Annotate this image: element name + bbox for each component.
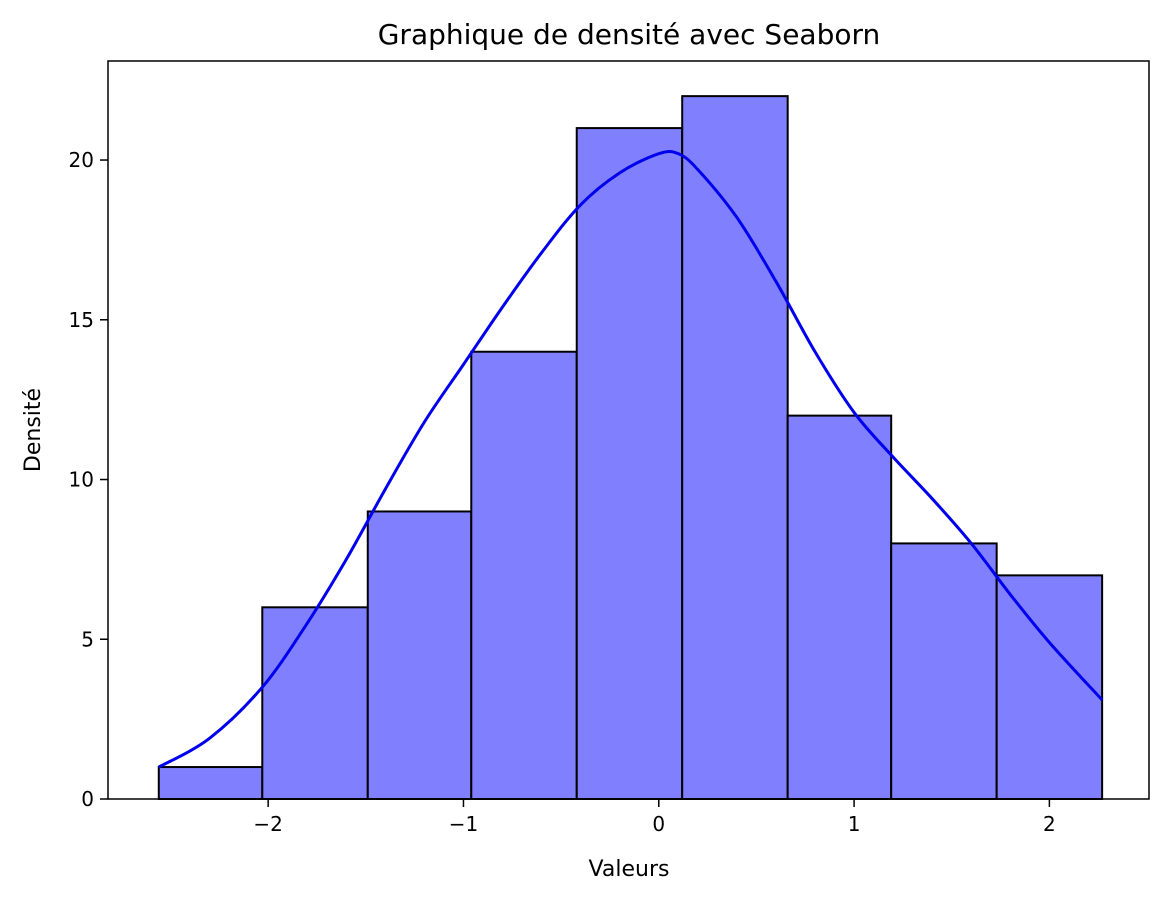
y-tick-label: 0	[81, 787, 94, 811]
histogram-bar-6	[786, 414, 893, 800]
histogram-bar-8	[995, 574, 1104, 801]
histogram-bar-1	[261, 606, 369, 801]
x-tick-label: 2	[1043, 812, 1056, 836]
chart-title: Graphique de densité avec Seaborn	[378, 18, 881, 51]
x-axis-label: Valeurs	[589, 857, 670, 882]
x-tick-label: −2	[253, 812, 282, 836]
histogram-bars	[157, 95, 1104, 801]
y-tick-label: 5	[81, 627, 94, 651]
x-tick-label: −1	[449, 812, 478, 836]
kde-curve	[158, 149, 1104, 769]
histogram-bar-0	[157, 766, 264, 800]
x-tick-label: 0	[652, 812, 665, 836]
y-tick-label: 20	[69, 148, 94, 172]
y-tick-label: 15	[69, 308, 94, 332]
histogram-bar-5	[681, 95, 789, 800]
histogram-bar-4	[575, 127, 684, 801]
y-tick-label: 10	[69, 468, 94, 492]
plot-frame	[107, 60, 1150, 800]
histogram-bar-7	[890, 542, 998, 800]
y-axis-ticks: 0 5 10 15 20	[69, 148, 108, 811]
y-axis-label: Densité	[21, 388, 46, 472]
histogram-bar-3	[470, 350, 578, 800]
histogram-bar-2	[366, 510, 473, 800]
x-axis-ticks: −2 −1 0 1 2	[253, 799, 1056, 836]
x-tick-label: 1	[848, 812, 861, 836]
